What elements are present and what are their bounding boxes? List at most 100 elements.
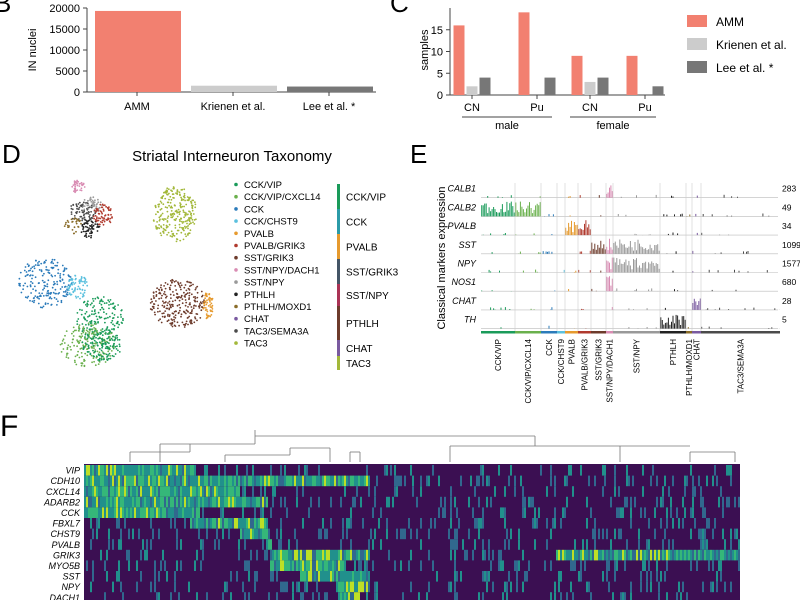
umap-point [100,329,102,331]
heatmap-cell [570,549,572,561]
umap-point [211,304,214,307]
panel-c-legend-swatch [687,61,707,73]
umap-point [161,312,164,315]
umap-point [113,324,116,327]
umap-point [193,223,196,225]
heatmap-cell [276,549,278,561]
heatmap-cell [462,539,464,550]
heatmap-cell [460,475,462,487]
heatmap-cell [248,560,250,571]
heatmap-cell [420,486,422,497]
heatmap-cell [370,528,372,540]
heatmap-cell [318,496,320,508]
umap-point [92,324,94,327]
heatmap-cell [260,496,262,508]
cluster-legend-dot [234,341,238,345]
heatmap-cell [498,560,500,571]
heatmap-cell [334,571,336,582]
umap-point [97,201,100,204]
umap-point [202,307,205,310]
heatmap-cell [352,592,354,600]
heatmap-cell [306,571,308,582]
heatmap-cell [642,486,644,497]
umap-point [184,199,187,202]
umap-point [173,310,176,313]
heatmap-cell [146,486,148,497]
heatmap-cell [686,475,688,487]
heatmap-cell [266,528,268,540]
umap-point [94,327,97,330]
heatmap-cell [280,581,282,593]
heatmap-cell [564,507,566,518]
umap-point [198,303,201,305]
umap-point [109,357,112,360]
heatmap-cell [242,496,244,508]
heatmap-cell [90,496,92,508]
heatmap-cell [256,549,258,561]
heatmap-cell [480,465,482,476]
umap-point [109,355,112,357]
umap-point [189,222,192,225]
heatmap-cell [164,475,166,487]
heatmap-cell [356,571,358,582]
panel-c-bar [584,81,596,95]
heatmap-cell [360,475,362,487]
umap-point [166,320,169,323]
heatmap-cell [426,592,428,600]
heatmap-cell [616,549,618,561]
umap-point [91,226,93,229]
heatmap-cell [204,465,206,476]
heatmap-cell [264,528,266,540]
heatmap-cell [360,571,362,582]
umap-point [89,224,91,227]
heatmap-cell [734,549,736,561]
heatmap-cell [266,496,268,508]
umap-point [106,355,109,358]
heatmap-cell [504,539,506,550]
heatmap-cell [360,496,362,508]
umap-point [173,218,176,221]
heatmap-cell [536,518,538,529]
heatmap-cell [186,496,188,508]
umap-point [78,280,81,283]
umap-point [108,352,111,355]
heatmap-cell [702,496,704,508]
umap-point [59,279,61,282]
heatmap-cell [178,486,180,497]
umap-point [34,264,37,266]
umap-point [85,329,88,332]
heatmap-cell [236,571,238,582]
umap-point [157,211,160,214]
umap-point [166,217,169,219]
umap-point [60,351,63,353]
panel-e-letter: E [410,139,427,169]
heatmap-cell [342,592,344,600]
heatmap-cell [358,560,360,571]
umap-point [164,197,167,200]
umap-point [158,297,161,300]
heatmap-cell [616,560,618,571]
umap-point [161,218,164,221]
umap-point [174,317,177,319]
umap-point [67,344,70,347]
heatmap-cell [258,528,260,540]
umap-point [79,335,82,338]
cluster-axis-label: PVALB/GRIK3 [581,338,590,390]
heatmap-cell [94,486,96,497]
heatmap-cell [184,507,186,518]
umap-point [99,300,102,302]
heatmap-cell [190,507,192,518]
umap-point [97,212,100,215]
heatmap-cell [204,496,206,508]
heatmap-cell [652,465,654,476]
panel-c-xtick-label: CN [464,102,480,114]
umap-point [173,204,176,207]
umap-point [89,322,92,325]
heatmap-cell [630,518,632,529]
umap-point [48,269,50,272]
heatmap-cell [328,475,330,487]
umap-point [73,329,76,332]
heatmap-cell [132,475,134,487]
heatmap-cell [668,539,670,550]
umap-point [161,195,164,198]
